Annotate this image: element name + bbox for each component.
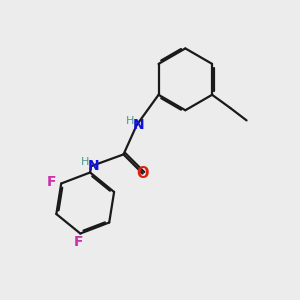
Text: F: F — [47, 175, 57, 189]
Text: O: O — [136, 166, 149, 181]
Text: F: F — [74, 235, 84, 249]
Text: H: H — [80, 157, 89, 167]
Text: N: N — [87, 159, 99, 173]
Text: H: H — [126, 116, 134, 126]
Text: N: N — [133, 118, 145, 132]
